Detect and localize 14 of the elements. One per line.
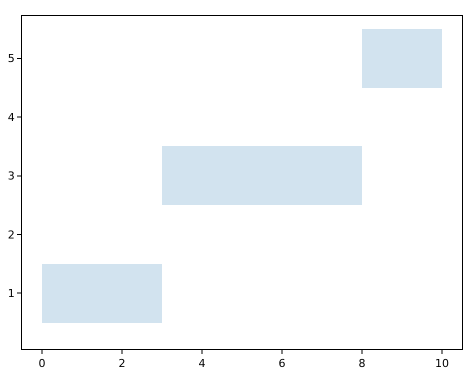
bar — [162, 146, 362, 205]
y-tick-label: 5 — [8, 52, 15, 66]
x-tick-label: 4 — [198, 357, 206, 370]
x-tick-label: 6 — [278, 357, 286, 370]
x-tick-label: 10 — [435, 357, 449, 370]
bar — [42, 264, 162, 323]
y-tick-label: 4 — [8, 110, 15, 124]
x-tick-label: 2 — [118, 357, 126, 370]
y-tick-label: 1 — [8, 287, 15, 300]
x-tick-label: 8 — [358, 357, 366, 370]
y-tick-label: 3 — [8, 170, 15, 183]
y-tick-label: 2 — [8, 228, 15, 242]
x-tick-label: 0 — [38, 357, 46, 370]
bar — [362, 29, 442, 88]
